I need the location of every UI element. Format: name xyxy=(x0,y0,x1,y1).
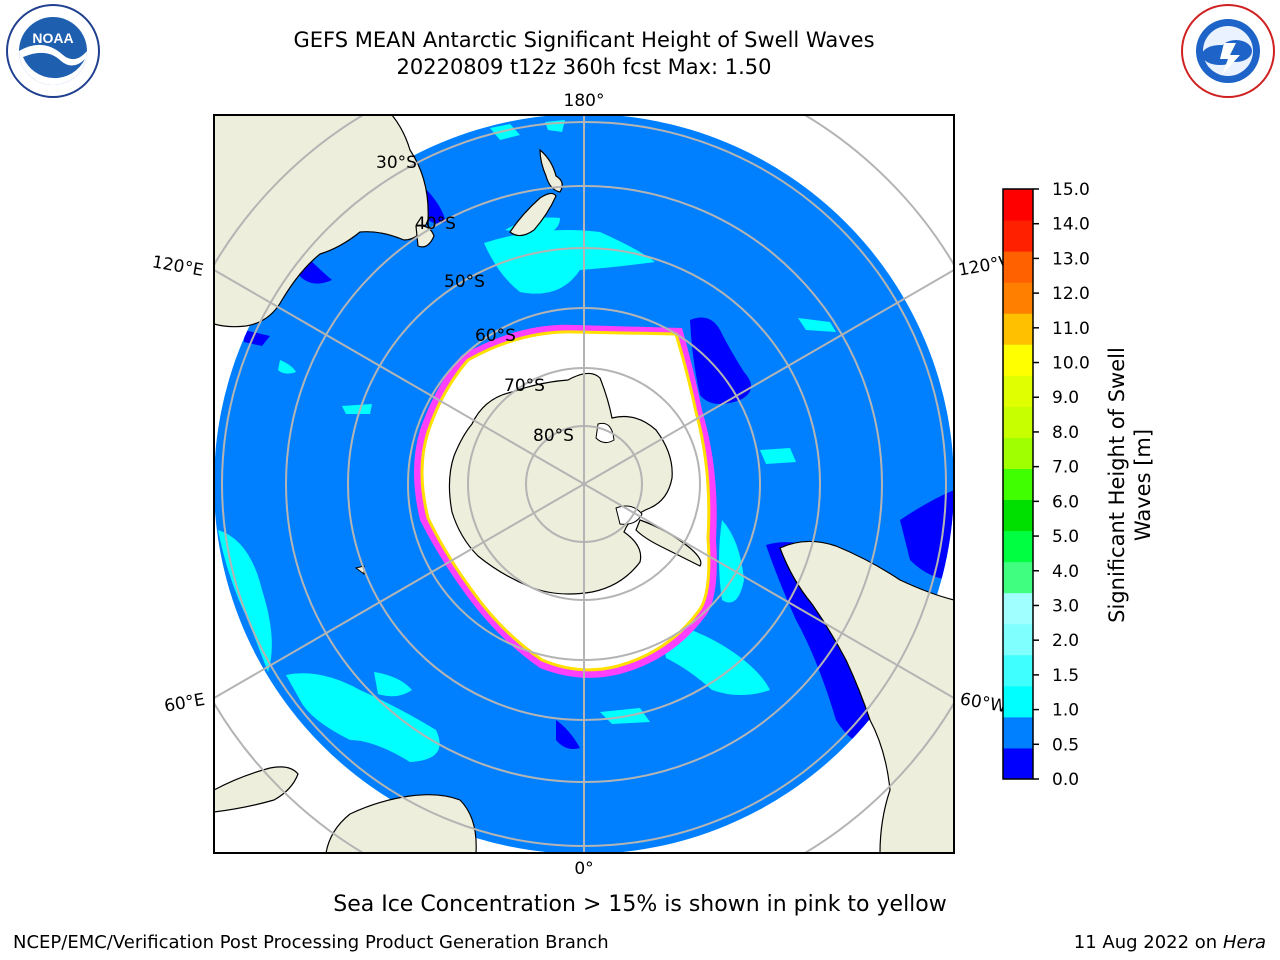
lat-label-70s: 70°S xyxy=(504,376,545,396)
madagascar xyxy=(214,766,299,813)
colorbar-tick-label: 0.0 xyxy=(1052,770,1079,790)
nws-logo xyxy=(1181,4,1275,98)
colorbar-cell xyxy=(1003,468,1033,501)
swell-patch-cyan xyxy=(660,620,770,695)
swell-patch-low xyxy=(690,317,752,404)
colorbar-cell xyxy=(1003,406,1033,438)
lat-label-40s: 40°S xyxy=(415,214,456,234)
lat-label-80s: 80°S xyxy=(533,426,574,446)
colorbar-tick-label: 11.0 xyxy=(1052,319,1090,339)
colorbar-cell xyxy=(1003,716,1033,749)
swell-patch-cyan xyxy=(798,318,836,332)
colorbar-cell xyxy=(1003,592,1033,625)
colorbar-tick-label: 10.0 xyxy=(1052,354,1090,374)
colorbar-tick-label: 13.0 xyxy=(1052,249,1090,269)
new-zealand-north xyxy=(539,148,563,193)
chart-subtitle: 20220809 t12z 360h fcst Max: 1.50 xyxy=(396,55,772,79)
date-text: 11 Aug 2022 on xyxy=(1073,932,1218,953)
swell-patch-cyan xyxy=(286,673,440,762)
swell-patch-cyan xyxy=(719,520,744,603)
colorbar-cell xyxy=(1003,530,1033,563)
swell-patch-cyan xyxy=(342,404,372,414)
colorbar-cell xyxy=(1003,282,1033,314)
colorbar-tick-label: 4.0 xyxy=(1052,562,1079,582)
swell-patch-cyan xyxy=(484,230,655,294)
colorbar-tick-label: 7.0 xyxy=(1052,458,1079,478)
tasmania xyxy=(415,225,435,248)
map-frame xyxy=(213,114,955,854)
colorbar-tick-label: 15.0 xyxy=(1052,180,1090,200)
lat-label-60s: 60°S xyxy=(475,326,516,346)
colorbar-tick-label: 5.0 xyxy=(1052,527,1079,547)
colorbar-tick-label: 6.0 xyxy=(1052,492,1079,512)
colorbar-tick-label: 0.5 xyxy=(1052,735,1079,755)
colorbar-cell xyxy=(1003,437,1033,469)
credit-line: NCEP/EMC/Verification Post Processing Pr… xyxy=(13,932,609,953)
africa xyxy=(325,794,477,853)
colorbar-cell xyxy=(1003,747,1033,780)
colorbar-tick-label: 1.5 xyxy=(1052,666,1079,686)
colorbar-cell xyxy=(1003,344,1033,376)
lat-label-30s: 30°S xyxy=(376,153,417,173)
swell-patch-low xyxy=(556,720,580,749)
swell-patch-cyan xyxy=(374,672,412,697)
colorbar-cell xyxy=(1003,220,1033,252)
colorbar-cell xyxy=(1003,499,1033,532)
colorbar-cell xyxy=(1003,623,1033,656)
colorbar-cell xyxy=(1003,685,1033,718)
colorbar-tick-label: 2.0 xyxy=(1052,631,1079,651)
date-line: 11 Aug 2022 on Hera xyxy=(1074,932,1266,953)
colorbar-cell xyxy=(1003,251,1033,283)
colorbar-tick-label: 9.0 xyxy=(1052,388,1079,408)
chart-title: GEFS MEAN Antarctic Significant Height o… xyxy=(293,28,875,52)
colorbar-cell xyxy=(1003,654,1033,687)
colorbar-tick-label: 3.0 xyxy=(1052,596,1079,616)
colorbar-tick-label: 1.0 xyxy=(1052,701,1079,721)
south-america xyxy=(779,540,954,853)
colorbar-label-line1: Significant Height of Swell xyxy=(1105,347,1129,623)
noaa-logo: NOAA xyxy=(6,4,100,98)
colorbar-cell xyxy=(1003,561,1033,594)
colorbar-frame xyxy=(1002,188,1034,780)
swell-patch-cyan xyxy=(490,124,520,140)
sea-ice-note: Sea Ice Concentration > 15% is shown in … xyxy=(333,892,947,917)
lat-label-50s: 50°S xyxy=(444,272,485,292)
swell-patch-cyan xyxy=(278,360,296,374)
swell-patch-cyan xyxy=(760,448,796,464)
colorbar-tick-label: 8.0 xyxy=(1052,423,1079,443)
lon-label-0: 0° xyxy=(574,859,593,879)
colorbar-label-line2: Waves [m] xyxy=(1131,429,1155,541)
new-zealand-south xyxy=(509,192,557,237)
swell-patch-low xyxy=(900,490,954,580)
colorbar-cell xyxy=(1003,313,1033,345)
colorbar-tick-label: 14.0 xyxy=(1052,215,1090,235)
colorbar-cell xyxy=(1003,375,1033,407)
colorbar-tick-label: 12.0 xyxy=(1052,284,1090,304)
colorbar-cell xyxy=(1003,189,1033,221)
machine-name: Hera xyxy=(1222,932,1266,953)
svg-text:NOAA: NOAA xyxy=(32,30,73,46)
graticule xyxy=(214,115,954,853)
lon-label-180: 180° xyxy=(564,91,605,111)
